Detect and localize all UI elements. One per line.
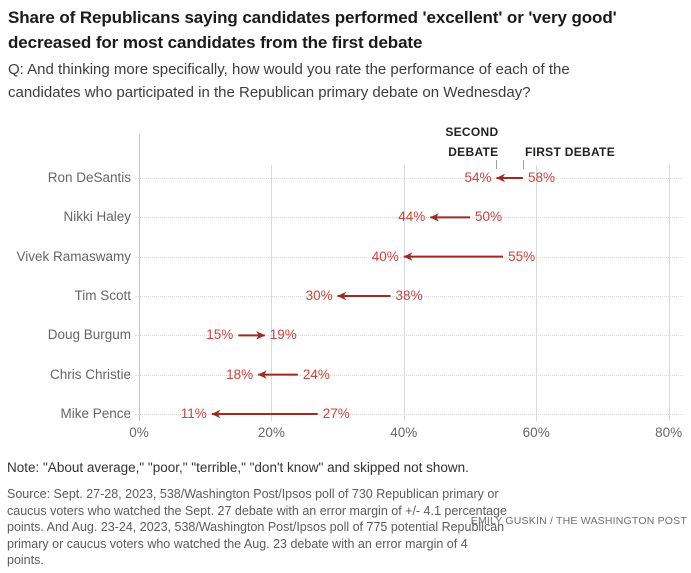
gridline-80 bbox=[668, 165, 670, 421]
gridline-0 bbox=[139, 134, 140, 421]
value-label-second-debate: 40% bbox=[371, 248, 399, 264]
x-axis-tick-label: 60% bbox=[522, 425, 550, 440]
row-dotted-line bbox=[135, 374, 683, 376]
value-label-second-debate: 30% bbox=[305, 287, 333, 303]
series-header-second-debate: SECOND DEBATE bbox=[445, 125, 499, 159]
row-dotted-line bbox=[135, 295, 683, 297]
category-label: Doug Burgum bbox=[47, 327, 131, 343]
row-dotted-line bbox=[135, 217, 683, 219]
chart-title: Share of Republicans saying candidates p… bbox=[8, 8, 617, 52]
value-label-first-debate: 58% bbox=[527, 170, 555, 185]
value-label-first-debate: 50% bbox=[475, 209, 503, 225]
value-label-first-debate: 24% bbox=[302, 366, 330, 382]
row-dotted-line bbox=[135, 178, 683, 179]
value-label-first-debate: 15% bbox=[206, 327, 234, 343]
x-axis-tick-label: 0% bbox=[129, 425, 149, 440]
chart-source: Source: Sept. 27-28, 2023, 538/Washingto… bbox=[7, 487, 507, 567]
value-label-first-debate: 38% bbox=[395, 287, 423, 303]
value-label-first-debate: 55% bbox=[508, 248, 536, 264]
category-label: Ron DeSantis bbox=[47, 170, 131, 185]
series-header-first-debate: FIRST DEBATE bbox=[524, 145, 615, 159]
category-label: Nikki Haley bbox=[63, 209, 131, 225]
value-label-first-debate: 27% bbox=[322, 405, 350, 421]
value-label-second-debate: 54% bbox=[464, 170, 492, 185]
value-label-second-debate: 44% bbox=[398, 209, 426, 225]
category-label: Vivek Ramaswamy bbox=[16, 248, 131, 264]
chart-subtitle: Q: And thinking more specifically, how w… bbox=[8, 61, 570, 101]
gridline-60 bbox=[536, 165, 538, 421]
row-dotted-line bbox=[135, 413, 683, 415]
category-label: Tim Scott bbox=[74, 287, 131, 303]
gridline-20 bbox=[271, 165, 273, 421]
value-label-second-debate: 18% bbox=[226, 366, 254, 382]
chart-note: Note: "About average," "poor," "terrible… bbox=[7, 460, 469, 475]
category-label: Mike Pence bbox=[60, 405, 131, 421]
x-axis-tick-label: 40% bbox=[390, 425, 418, 440]
row-dotted-line bbox=[135, 256, 683, 258]
header-tick-first-debate bbox=[522, 160, 524, 169]
x-axis-tick-label: 80% bbox=[655, 425, 683, 440]
gridline-40 bbox=[403, 165, 405, 421]
chart-credit: EMILY GUSKIN / THE WASHINGTON POST bbox=[470, 515, 687, 527]
value-label-second-debate: 19% bbox=[269, 327, 297, 343]
x-axis-tick-label: 20% bbox=[257, 425, 285, 440]
row-dotted-line bbox=[135, 335, 683, 337]
value-label-second-debate: 11% bbox=[180, 405, 207, 421]
header-tick-second-debate bbox=[496, 160, 498, 169]
category-label: Chris Christie bbox=[49, 366, 131, 382]
